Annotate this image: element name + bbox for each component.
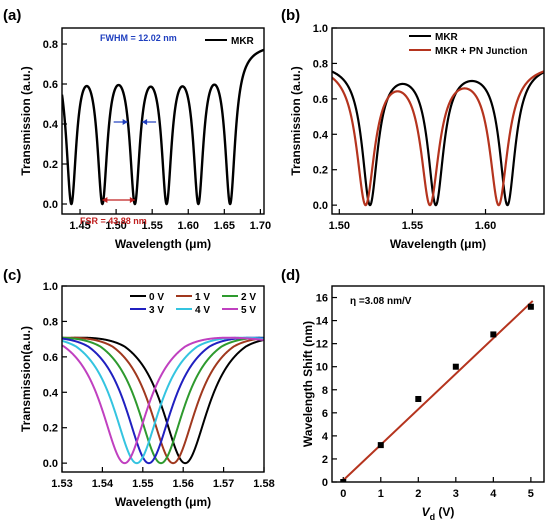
plot-frame-a <box>61 27 265 215</box>
a-xtick-label: 1.70 <box>250 220 271 232</box>
d-ytick-label: 10 <box>316 362 328 374</box>
a-ytick-label: 0.0 <box>43 199 58 211</box>
panel-label-a: (a) <box>3 7 21 24</box>
chart-panel-a: 1.45 1.50 1.55 1.60 1.65 1.700.00.20.40.60.8 … <box>19 27 271 251</box>
b-xtick-label: 1.60 <box>475 220 496 232</box>
plot-frame-c <box>61 285 265 473</box>
c-xtick-label: 1.57 <box>213 478 234 490</box>
series-line-a-0 <box>62 48 264 206</box>
d-xtick-label: 0 <box>340 488 346 500</box>
chart-panel-c: 1.53 1.54 1.55 1.56 1.57 1.58 0.0 0.2 0.4 0.6 0.8 1… <box>19 281 275 509</box>
x-axis-label-b: Wavelength (μm) <box>390 237 486 251</box>
d-ytick-label: 6 <box>322 408 328 420</box>
b-ytick-label: 0.2 <box>313 165 328 177</box>
data-point <box>340 479 347 482</box>
chart-panel-b: 1.50 1.55 1.60 0.0 0.2 0.4 0.6 0.8 1.0 Wavelengt… <box>289 23 545 251</box>
series-line-c-5 <box>62 336 264 465</box>
c-ytick-label: 0.4 <box>43 387 59 399</box>
series-line-c-3 <box>62 336 264 465</box>
x-axis-label-d: Vd (V) <box>422 505 455 522</box>
d-xtick-label: 1 <box>378 488 384 500</box>
c-xtick-label: 1.54 <box>92 478 114 490</box>
fwhm-arrowhead-right <box>142 119 148 125</box>
a-xtick-label: 1.45 <box>69 220 90 232</box>
annotation-eta: η =3.08 nm/V <box>350 296 412 307</box>
d-ytick-label: 2 <box>322 454 328 466</box>
legend-label-c-5: 5 V <box>241 305 256 316</box>
c-xtick-label: 1.53 <box>51 478 72 490</box>
a-xtick-label: 1.65 <box>214 220 235 232</box>
a-xtick-label: 1.60 <box>178 220 199 232</box>
x-axis-label-c: Wavelength (μm) <box>115 495 211 509</box>
c-ytick-label: 0.2 <box>43 423 58 435</box>
d-ytick-label: 8 <box>322 385 328 397</box>
data-point <box>490 331 497 338</box>
a-ytick-label: 0.2 <box>43 159 58 171</box>
legend-label-b-pn: MKR + PN Junction <box>435 46 528 57</box>
d-ytick-label: 14 <box>316 316 329 328</box>
annotation-fwhm: FWHM = 12.02 nm <box>100 33 177 43</box>
c-ytick-label: 0.0 <box>43 458 58 470</box>
y-axis-label-d: Wavelength Shift (nm) <box>301 321 315 447</box>
legend-label-c-0: 0 V <box>149 292 164 303</box>
data-point <box>527 303 534 310</box>
d-xtick-label: 3 <box>453 488 459 500</box>
b-ytick-label: 0.8 <box>313 58 328 70</box>
a-ytick-label: 0.8 <box>43 39 58 51</box>
b-ytick-label: 1.0 <box>313 23 328 35</box>
d-ytick-label: 16 <box>316 293 328 305</box>
a-ytick-label: 0.4 <box>43 119 59 131</box>
b-ytick-label: 0.4 <box>313 129 329 141</box>
data-point <box>377 442 384 449</box>
series-line-c-0 <box>62 336 264 465</box>
b-xtick-label: 1.50 <box>329 220 350 232</box>
series-line-c-1 <box>62 336 264 465</box>
d-xtick-label: 5 <box>528 488 534 500</box>
panel-label-b: (b) <box>281 7 300 24</box>
a-xtick-label: 1.55 <box>141 220 162 232</box>
c-ytick-label: 0.6 <box>43 352 58 364</box>
fit-line <box>342 300 534 481</box>
series-line-b-1 <box>332 70 544 207</box>
series-line-b-0 <box>332 70 544 207</box>
x-axis-label-a: Wavelength (μm) <box>115 237 211 251</box>
plot-frame-b <box>331 27 545 215</box>
data-point <box>452 363 459 370</box>
y-axis-label-b: Transmission (a.u.) <box>289 66 303 175</box>
c-xtick-label: 1.56 <box>172 478 193 490</box>
annotation-fsr: FSR = 43.88 nm <box>80 216 147 226</box>
b-ytick-label: 0.6 <box>313 94 328 106</box>
d-ytick-label: 0 <box>322 477 328 489</box>
legend-label-c-1: 1 V <box>195 292 210 303</box>
d-xtick-label: 4 <box>490 488 497 500</box>
a-ytick-label: 0.6 <box>43 79 58 91</box>
y-axis-label-a: Transmission (a.u.) <box>19 66 33 175</box>
panel-label-d: (d) <box>281 267 300 284</box>
series-line-c-2 <box>62 336 264 465</box>
d-xtick-label: 2 <box>415 488 421 500</box>
c-xtick-label: 1.55 <box>132 478 153 490</box>
b-ytick-label: 0.0 <box>313 200 328 212</box>
y-axis-label-c: Transmission(a.u.) <box>19 326 33 432</box>
legend-label-c-3: 3 V <box>149 305 164 316</box>
plot-frame-d <box>331 285 545 483</box>
legend-label-c-2: 2 V <box>241 292 256 303</box>
legend-label-c-4: 4 V <box>195 305 210 316</box>
legend-label-a-mkr: MKR <box>231 36 255 47</box>
panel-label-c: (c) <box>3 267 21 284</box>
b-xtick-label: 1.55 <box>402 220 423 232</box>
c-xtick-label: 1.58 <box>253 478 274 490</box>
c-ytick-label: 0.8 <box>43 316 58 328</box>
d-ytick-label: 4 <box>322 431 329 443</box>
fwhm-arrowhead-left <box>122 119 128 125</box>
d-ytick-label: 12 <box>316 339 328 351</box>
c-ytick-label: 1.0 <box>43 281 58 293</box>
data-point <box>415 395 422 402</box>
a-xtick-label: 1.50 <box>105 220 126 232</box>
legend-label-b-mkr: MKR <box>435 32 459 43</box>
